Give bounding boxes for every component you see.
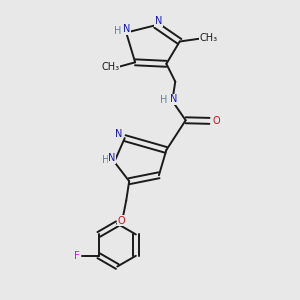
- Text: N: N: [154, 16, 162, 26]
- Text: CH₃: CH₃: [200, 33, 218, 43]
- Text: F: F: [74, 251, 80, 261]
- Text: O: O: [212, 116, 220, 126]
- Text: N: N: [170, 94, 178, 104]
- Text: H: H: [160, 95, 168, 105]
- Text: H: H: [114, 26, 122, 36]
- Text: O: O: [117, 216, 125, 226]
- Text: CH₃: CH₃: [101, 62, 119, 72]
- Text: N: N: [108, 153, 116, 163]
- Text: N: N: [122, 24, 130, 34]
- Text: H: H: [102, 155, 109, 165]
- Text: N: N: [115, 129, 122, 139]
